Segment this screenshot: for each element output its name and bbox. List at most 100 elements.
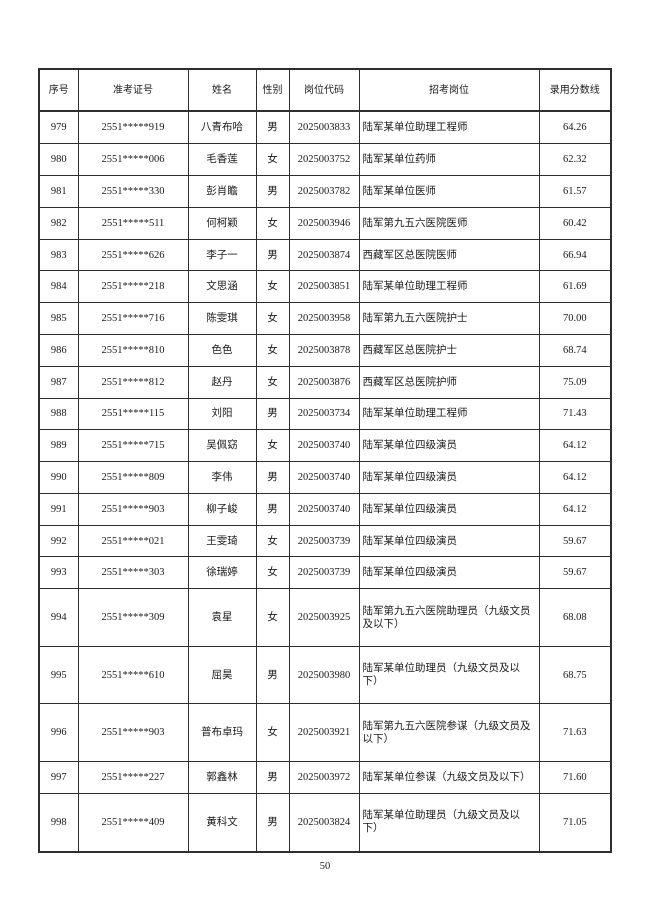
- cell-score-line: 60.42: [538, 206, 612, 240]
- cell-position-title: 陆军某单位助理员（九级文员及以下）: [358, 645, 540, 705]
- cell-name: 袁星: [187, 588, 257, 647]
- cell-gender: 女: [255, 429, 290, 463]
- cell-score-line: 71.63: [538, 703, 612, 763]
- table-row: 993 2551*****303 徐瑞婷女 2025003739 陆军某单位四级演员 59…: [38, 556, 612, 590]
- cell-position-title: 西藏军区总医院护师: [358, 365, 540, 399]
- cell-score-line: 61.69: [538, 270, 612, 304]
- cell-name: 王雯琦: [187, 524, 257, 558]
- cell-name: 色色: [187, 333, 257, 367]
- cell-name: 八青布哈: [187, 110, 257, 145]
- cell-score-line: 62.32: [538, 143, 612, 177]
- cell-ticket-number: 2551*****812: [77, 365, 189, 399]
- table-header-row: 序号 准考证号 姓名 性别 岗位代码 招考岗位 录用分数线: [38, 68, 612, 112]
- table-row: 989 2551*****715 吴佩窈女 2025003740 陆军某单位四级演员 64…: [38, 429, 612, 463]
- cell-ticket-number: 2551*****626: [77, 238, 189, 272]
- cell-index: 987: [38, 365, 79, 399]
- cell-gender: 女: [255, 270, 290, 304]
- cell-name: 吴佩窈: [187, 429, 257, 463]
- cell-score-line: 64.12: [538, 461, 612, 494]
- cell-position-title: 陆军某单位助理工程师: [358, 270, 540, 304]
- cell-position-title: 陆军某单位助理工程师: [358, 397, 540, 431]
- table-row: 979 2551*****919 八青布哈男 2025003833 陆军某单位助理工程师…: [38, 110, 612, 145]
- cell-gender: 男: [255, 175, 290, 208]
- table-row: 990 2551*****809 李伟男 2025003740 陆军某单位四级演员 64.…: [38, 461, 612, 494]
- cell-position-title: 陆军某单位参谋（九级文员及以下）: [358, 761, 540, 794]
- cell-name: 普布卓玛: [187, 703, 257, 763]
- cell-position-code: 2025003740: [288, 461, 360, 494]
- cell-gender: 女: [255, 703, 290, 763]
- cell-position-title: 陆军某单位助理员（九级文员及以下）: [358, 792, 540, 853]
- cell-score-line: 61.57: [538, 175, 612, 208]
- cell-index: 983: [38, 238, 79, 272]
- cell-score-line: 71.43: [538, 397, 612, 431]
- cell-position-code: 2025003946: [288, 206, 360, 240]
- table-row: 982 2551*****511 何柯颖女 2025003946 陆军第九五六医院医师 6…: [38, 206, 612, 240]
- cell-index: 986: [38, 333, 79, 367]
- cell-score-line: 68.75: [538, 645, 612, 705]
- cell-gender: 男: [255, 238, 290, 272]
- cell-ticket-number: 2551*****715: [77, 429, 189, 463]
- cell-index: 989: [38, 429, 79, 463]
- cell-score-line: 59.67: [538, 524, 612, 558]
- cell-name: 屈昊: [187, 645, 257, 705]
- cell-score-line: 71.05: [538, 792, 612, 853]
- cell-position-title: 陆军某单位医师: [358, 175, 540, 208]
- cell-gender: 男: [255, 792, 290, 853]
- cell-name: 郭鑫林: [187, 761, 257, 794]
- cell-score-line: 59.67: [538, 556, 612, 590]
- table-row: 984 2551*****218 文思涵女 2025003851 陆军某单位助理工程师 6…: [38, 270, 612, 304]
- cell-name: 柳子峻: [187, 492, 257, 526]
- cell-gender: 男: [255, 461, 290, 494]
- cell-position-code: 2025003739: [288, 556, 360, 590]
- cell-position-code: 2025003740: [288, 492, 360, 526]
- cell-index: 993: [38, 556, 79, 590]
- table-row: 992 2551*****021 王雯琦女 2025003739 陆军某单位四级演员 59…: [38, 524, 612, 558]
- column-header-ticket-number: 准考证号: [77, 68, 189, 112]
- cell-ticket-number: 2551*****115: [77, 397, 189, 431]
- cell-ticket-number: 2551*****218: [77, 270, 189, 304]
- cell-name: 黄科文: [187, 792, 257, 853]
- cell-ticket-number: 2551*****903: [77, 703, 189, 763]
- cell-position-title: 陆军第九五六医院医师: [358, 206, 540, 240]
- column-header-index: 序号: [38, 68, 79, 112]
- cell-name: 徐瑞婷: [187, 556, 257, 590]
- cell-ticket-number: 2551*****303: [77, 556, 189, 590]
- cell-gender: 女: [255, 524, 290, 558]
- cell-position-code: 2025003972: [288, 761, 360, 794]
- cell-gender: 女: [255, 365, 290, 399]
- cell-score-line: 68.08: [538, 588, 612, 647]
- cell-score-line: 71.60: [538, 761, 612, 794]
- cell-index: 979: [38, 110, 79, 145]
- column-header-name: 姓名: [187, 68, 257, 112]
- cell-position-code: 2025003980: [288, 645, 360, 705]
- table-row: 998 2551*****409 黄科文男 2025003824 陆军某单位助理员（九级…: [38, 792, 612, 853]
- cell-ticket-number: 2551*****409: [77, 792, 189, 853]
- cell-position-title: 西藏军区总医院护士: [358, 333, 540, 367]
- cell-name: 彭肖瞻: [187, 175, 257, 208]
- cell-index: 994: [38, 588, 79, 647]
- cell-index: 997: [38, 761, 79, 794]
- table-row: 983 2551*****626 李子一男 2025003874 西藏军区总医院医师 66…: [38, 238, 612, 272]
- page-number: 50: [319, 861, 331, 872]
- cell-position-title: 陆军第九五六医院助理员（九级文员及以下）: [358, 588, 540, 647]
- cell-position-code: 2025003782: [288, 175, 360, 208]
- score-table: 序号 准考证号 姓名 性别 岗位代码 招考岗位 录用分数线 979 2551***…: [38, 68, 612, 853]
- cell-position-code: 2025003874: [288, 238, 360, 272]
- cell-score-line: 64.12: [538, 492, 612, 526]
- cell-position-title: 陆军某单位药师: [358, 143, 540, 177]
- cell-name: 赵丹: [187, 365, 257, 399]
- cell-gender: 女: [255, 588, 290, 647]
- cell-ticket-number: 2551*****227: [77, 761, 189, 794]
- cell-gender: 女: [255, 302, 290, 335]
- cell-name: 李子一: [187, 238, 257, 272]
- cell-position-title: 陆军某单位四级演员: [358, 461, 540, 494]
- cell-position-title: 陆军某单位助理工程师: [358, 110, 540, 145]
- cell-name: 何柯颖: [187, 206, 257, 240]
- cell-position-title: 陆军某单位四级演员: [358, 524, 540, 558]
- cell-ticket-number: 2551*****511: [77, 206, 189, 240]
- table-row: 987 2551*****812 赵丹女 2025003876 西藏军区总医院护师 75.…: [38, 365, 612, 399]
- cell-position-code: 2025003921: [288, 703, 360, 763]
- cell-score-line: 64.26: [538, 110, 612, 145]
- cell-score-line: 66.94: [538, 238, 612, 272]
